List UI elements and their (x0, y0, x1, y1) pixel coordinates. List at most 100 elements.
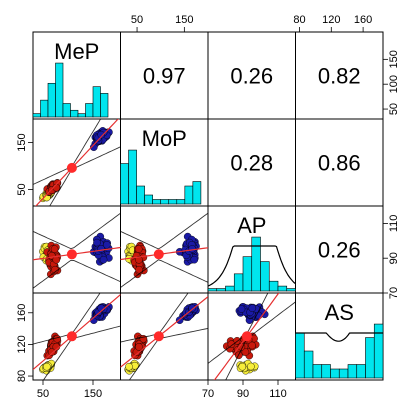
centroid-marker (241, 331, 252, 342)
data-point (90, 143, 98, 151)
histogram-bar (312, 364, 323, 379)
data-point (97, 130, 105, 139)
data-point (48, 348, 56, 356)
tick-label: 50 (37, 388, 49, 400)
histogram-bar (207, 288, 218, 292)
data-point (125, 362, 133, 371)
histogram-bar (277, 285, 288, 292)
histogram-bar (70, 109, 79, 118)
fit-line (35, 119, 119, 206)
smooth-band (120, 293, 189, 343)
centroid-marker (66, 249, 77, 260)
histogram-bar (321, 364, 331, 379)
data-point (188, 304, 196, 313)
smooth-band (120, 259, 208, 288)
histogram-bar (338, 368, 349, 379)
histogram-bar (160, 199, 170, 205)
centroid-marker (66, 331, 77, 342)
histogram-bar (136, 185, 145, 205)
histogram-bar (47, 82, 56, 118)
histogram-bar (295, 332, 305, 379)
data-point (135, 255, 143, 264)
data-point (248, 304, 257, 313)
correlation-label: 0.82 (318, 64, 361, 89)
tick-label: 90 (237, 388, 249, 400)
histogram-bar (32, 113, 41, 118)
scatter-as-vs-mop (120, 293, 208, 380)
variable-label-as: AS (325, 300, 354, 325)
tick-label: 120 (322, 14, 340, 26)
density-curve (207, 245, 296, 287)
histogram-bar (92, 86, 101, 118)
smooth-band (120, 212, 208, 250)
variable-label-ap: AP (237, 213, 266, 238)
histogram-bar (168, 199, 178, 205)
histogram-bar (128, 149, 137, 205)
tick-label: 50 (16, 183, 28, 195)
data-point (135, 343, 143, 351)
tick-label: 160 (16, 304, 28, 322)
data-point (188, 245, 196, 253)
smooth-band (33, 119, 102, 185)
data-point (237, 305, 246, 313)
correlation-label: 0.28 (230, 151, 273, 176)
tick-label: 70 (202, 388, 214, 400)
fit-line (120, 247, 208, 261)
histogram-bar (77, 113, 86, 118)
tick-label: 70 (388, 287, 400, 299)
histogram-bar (356, 364, 366, 379)
data-point (248, 341, 256, 350)
histogram-bar (347, 364, 358, 379)
histogram-mop: MoP (121, 126, 202, 205)
scatter-ap-vs-mep (33, 212, 121, 289)
histogram-bar (373, 323, 384, 379)
histogram-bar (268, 280, 279, 292)
tick-label: 90 (388, 252, 400, 264)
scatter-ap-vs-mop (120, 212, 208, 288)
data-point (50, 245, 59, 253)
histogram-bar (192, 181, 202, 205)
histogram-bar (85, 103, 94, 118)
data-point (134, 245, 143, 253)
scatter-as-vs-mep (33, 293, 121, 380)
tick-label: 150 (388, 50, 400, 68)
tick-label: 100 (388, 75, 400, 93)
data-point (227, 340, 236, 349)
histogram-bar (55, 62, 64, 118)
data-point (103, 240, 111, 249)
histogram-bar (330, 368, 340, 379)
tick-label: 150 (16, 133, 28, 151)
fit-line (33, 294, 121, 371)
histogram-bar (62, 103, 71, 118)
tick-label: 50 (131, 14, 143, 26)
histogram-bar (100, 93, 109, 118)
data-point (99, 255, 108, 264)
tick-label: 150 (84, 388, 102, 400)
data-point (190, 255, 199, 264)
smooth-band (208, 293, 269, 364)
correlation-label: 0.26 (230, 64, 273, 89)
tick-label: 110 (388, 215, 400, 233)
histogram-bar (242, 256, 253, 292)
histogram-bar (303, 350, 314, 379)
data-point (247, 362, 255, 371)
smooth-band (33, 259, 121, 289)
histogram-bar (233, 273, 244, 292)
histogram-bar (152, 199, 162, 205)
correlation-label: 0.86 (318, 151, 361, 176)
variable-label-mep: MeP (54, 39, 99, 64)
tick-label: 80 (293, 14, 305, 26)
histogram-bar (225, 285, 235, 292)
centroid-marker (153, 331, 164, 342)
data-point (241, 348, 250, 356)
tick-label: 120 (16, 335, 28, 353)
histogram-bar (40, 99, 49, 118)
tick-label: 110 (269, 388, 287, 400)
tick-label: 50 (388, 103, 400, 115)
histogram-as: AS (295, 300, 384, 379)
data-point (93, 238, 101, 247)
histogram-bar (286, 288, 296, 292)
histogram-bar (184, 185, 194, 205)
smooth-band (128, 327, 208, 380)
